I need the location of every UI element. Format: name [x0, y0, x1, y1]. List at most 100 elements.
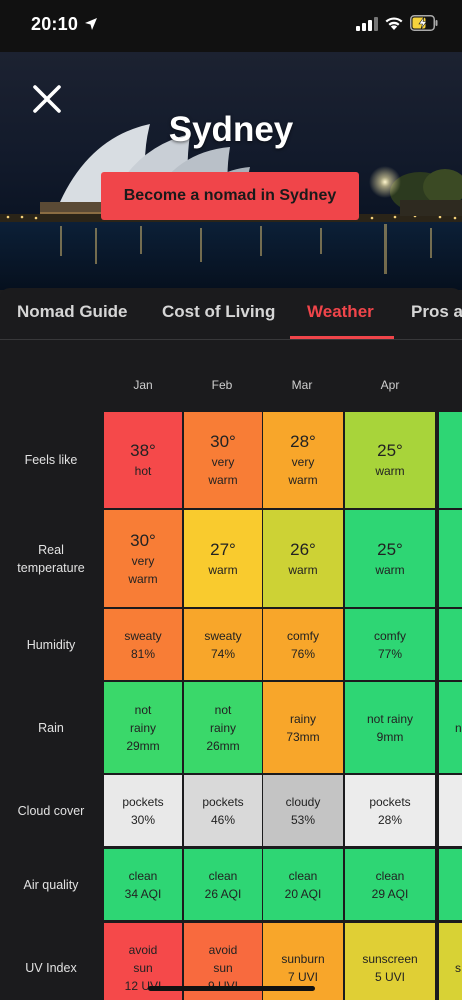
cell-text: warm	[288, 562, 318, 577]
weather-cell-uv-jan[interactable]: avoid sun 12 UVI	[104, 923, 182, 1000]
cell-text: comfy	[286, 628, 319, 643]
weather-cell-real-temp-mar[interactable]: 26° warm	[263, 510, 343, 607]
cell-text: not rainy	[366, 711, 414, 726]
cell-text: avoid	[128, 943, 158, 957]
weather-cell-humidity-jan[interactable]: sweaty 81%	[104, 609, 182, 680]
weather-cell-rain-apr[interactable]: not rainy 9mm	[345, 682, 435, 773]
weather-cell-humidity-next-month[interactable]	[439, 609, 462, 680]
cell-value: 26°	[290, 539, 316, 559]
row-label-text: Air quality	[23, 877, 79, 892]
cell-text: warm	[375, 464, 405, 478]
weather-cell-rain-jan[interactable]: not rainy 29mm	[104, 682, 182, 773]
cell-text: warm	[128, 571, 158, 586]
weather-cell-cloud-next-month[interactable]	[439, 775, 462, 846]
cell-text: clean	[288, 868, 318, 883]
cell-text: avoid	[208, 943, 238, 957]
cell-text: rainy	[209, 720, 236, 735]
weather-cell-feels-like-apr[interactable]: 25° warm	[345, 412, 435, 508]
cell-value: 38°	[130, 441, 156, 460]
weather-cell-feels-like-next-month[interactable]	[439, 412, 462, 508]
city-content-panel: Nomad Guide Cost of Living Weather Pros …	[0, 288, 462, 1000]
row-label-humidity: Humidity	[0, 609, 102, 680]
cell-text: 28%	[377, 812, 403, 827]
cell-value: 25°	[377, 441, 403, 460]
cell-text: 73mm	[286, 729, 320, 744]
close-icon[interactable]	[30, 82, 64, 116]
cell-text: 77%	[377, 646, 403, 661]
row-label-rain: Rain	[0, 682, 102, 773]
weather-cell-rain-feb[interactable]: not rainy 26mm	[184, 682, 262, 773]
weather-cell-uv-apr[interactable]: sunscreen 5 UVI	[345, 923, 435, 1000]
cell-text: 76%	[290, 646, 316, 661]
cell-text: 20 AQI	[284, 886, 322, 901]
weather-cell-real-temp-feb[interactable]: 27° warm	[184, 510, 262, 607]
weather-cell-air-apr[interactable]: clean 29 AQI	[345, 849, 435, 920]
weather-cell-feels-like-mar[interactable]: 28° very warm	[263, 412, 343, 508]
cell-value: 25°	[377, 539, 403, 559]
tab-weather[interactable]: Weather	[307, 302, 374, 321]
weather-cell-humidity-apr[interactable]: comfy 77%	[345, 609, 435, 680]
weather-cell-cloud-mar[interactable]: cloudy 53%	[263, 775, 343, 846]
weather-cell-humidity-mar[interactable]: comfy 76%	[263, 609, 343, 680]
weather-cell-rain-mar[interactable]: rainy 73mm	[263, 682, 343, 773]
city-title: Sydney	[168, 110, 294, 149]
weather-cell-feels-like-feb[interactable]: 30° very warm	[184, 412, 262, 508]
wifi-icon	[385, 17, 403, 30]
become-nomad-button[interactable]: Become a nomad in Sydney	[101, 172, 359, 220]
weather-cell-real-temp-jan[interactable]: 30° very warm	[104, 510, 182, 607]
cell-text: pockets	[369, 794, 411, 809]
cell-text: very	[211, 455, 235, 469]
weather-cell-air-feb[interactable]: clean 26 AQI	[184, 849, 262, 920]
row-label-text: Real	[38, 542, 64, 557]
cell-text: 74%	[210, 646, 236, 661]
month-header-jan: Jan	[133, 378, 153, 392]
cell-text: 5 UVI	[374, 970, 405, 984]
weather-cell-uv-next-month[interactable]: s	[439, 923, 462, 1000]
cell-text: warm	[208, 473, 238, 487]
cell-text: clean	[208, 868, 238, 883]
cell-text: 29mm	[126, 738, 160, 753]
weather-cell-real-temp-next-month[interactable]	[439, 510, 462, 607]
weather-cell-air-next-month[interactable]	[439, 849, 462, 920]
weather-cell-feels-like-jan[interactable]: 38° hot	[104, 412, 182, 508]
cell-text: warm	[288, 473, 318, 487]
home-indicator	[148, 986, 315, 991]
weather-cell-cloud-apr[interactable]: pockets 28%	[345, 775, 435, 846]
row-label-text: UV Index	[25, 961, 77, 975]
row-label-text: Feels like	[24, 453, 78, 467]
weather-cell-cloud-jan[interactable]: pockets 30%	[104, 775, 182, 846]
weather-cell-cloud-feb[interactable]: pockets 46%	[184, 775, 262, 846]
tab-nomad-guide[interactable]: Nomad Guide	[17, 302, 128, 321]
weather-cell-air-jan[interactable]: clean 34 AQI	[104, 849, 182, 920]
weather-cell-air-mar[interactable]: clean 20 AQI	[263, 849, 343, 920]
cell-text: pockets	[122, 794, 164, 809]
cell-text: sun	[133, 961, 153, 975]
weather-cell-real-temp-apr[interactable]: 25° warm	[345, 510, 435, 607]
cell-text: sweaty	[204, 628, 242, 643]
cell-text: not	[214, 702, 232, 717]
weather-cell-humidity-feb[interactable]: sweaty 74%	[184, 609, 262, 680]
cell-text: clean	[375, 868, 405, 883]
battery-charging-icon	[410, 15, 438, 31]
status-time: 20:10	[31, 14, 79, 34]
cell-text: s	[455, 961, 461, 975]
row-label-air: Air quality	[0, 849, 102, 920]
month-header-feb: Feb	[211, 378, 233, 392]
tab-pros-and-cons[interactable]: Pros a	[411, 302, 462, 321]
cell-text: 30%	[130, 812, 156, 827]
weather-cell-rain-next-month[interactable]: n	[439, 682, 462, 773]
cell-text: cloudy	[285, 794, 321, 809]
row-label-text: Humidity	[26, 637, 76, 652]
tab-bar: Nomad Guide Cost of Living Weather Pros …	[0, 288, 462, 340]
cell-value: 30°	[130, 530, 156, 550]
cell-text: 34 AQI	[124, 886, 162, 901]
cell-value: 30°	[210, 432, 236, 451]
status-bar: 20:10	[0, 0, 462, 52]
row-label-uv: UV Index	[0, 923, 102, 1000]
cell-text: clean	[128, 868, 158, 883]
tab-cost-of-living[interactable]: Cost of Living	[162, 302, 276, 321]
cell-value: 28°	[290, 432, 316, 451]
cell-text: not	[134, 702, 152, 717]
cell-text: 26mm	[206, 738, 240, 753]
sydney-opera-house-photo	[0, 124, 462, 290]
